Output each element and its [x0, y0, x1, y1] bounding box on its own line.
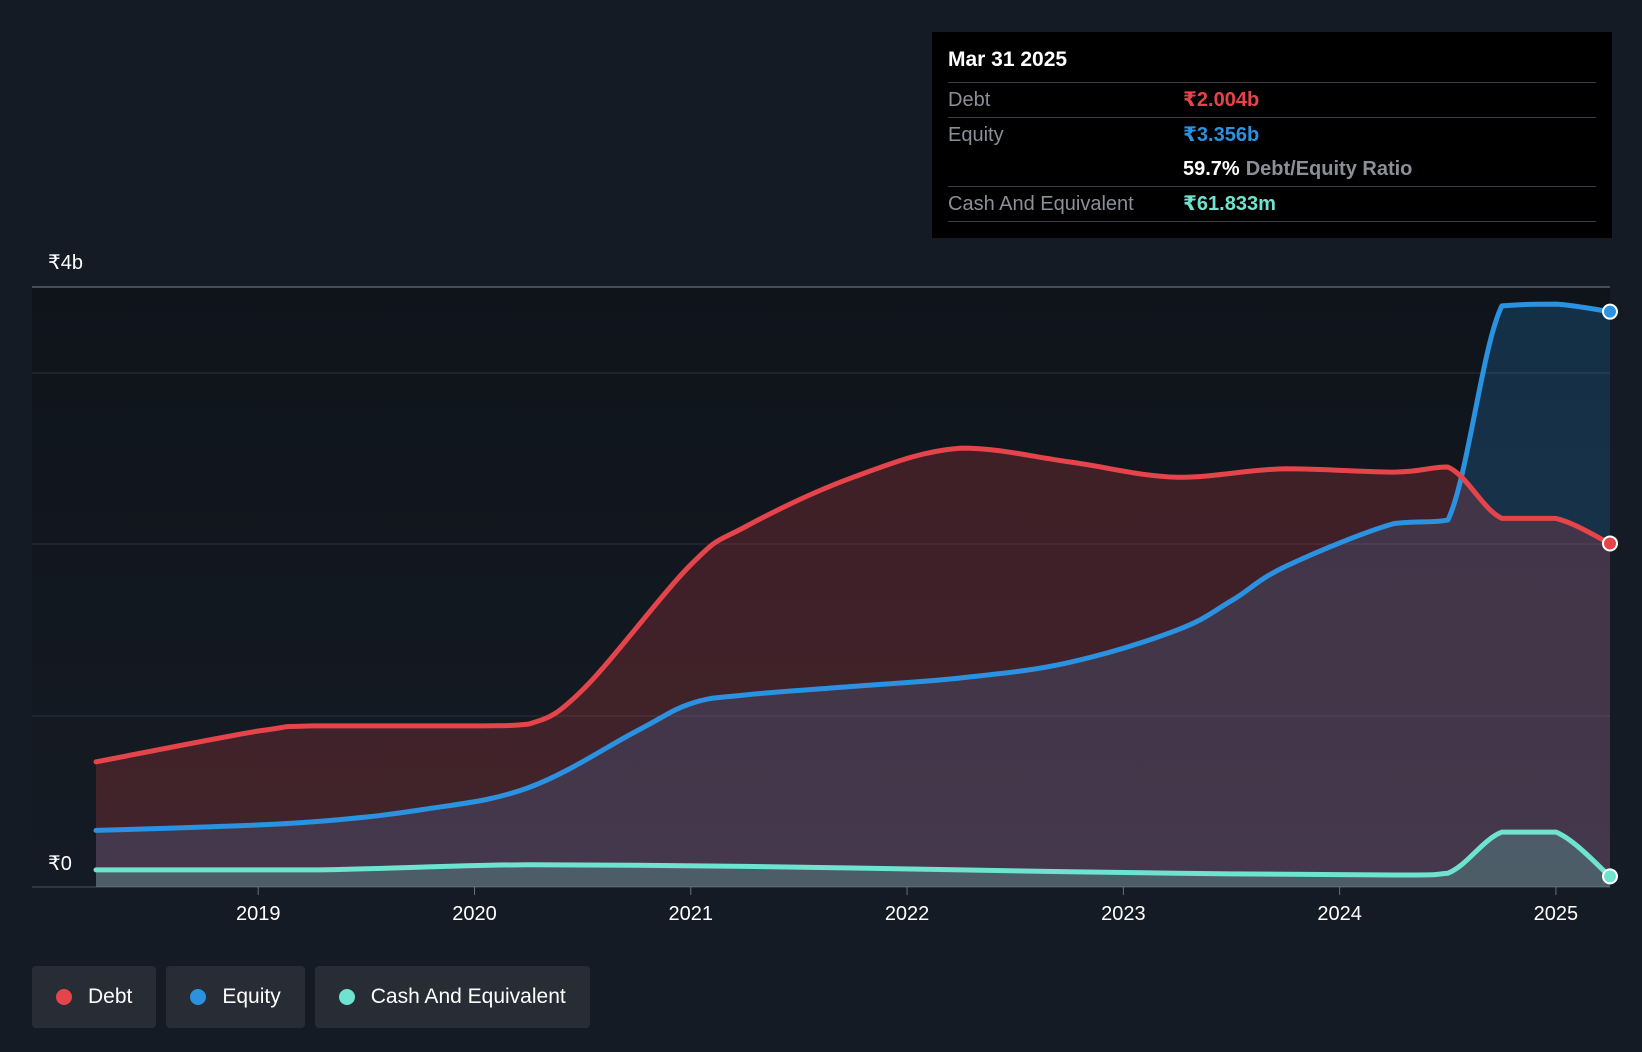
- cash-dot-icon: [338, 989, 355, 1005]
- tooltip-ratio-row: 59.7% Debt/Equity Ratio: [948, 152, 1596, 187]
- debt-dot-icon: [56, 989, 72, 1005]
- line-cash-and-equivalent: [93, 829, 1613, 879]
- legend-label-cash: Cash And Equivalent: [370, 985, 566, 1008]
- end-markers: [1602, 303, 1618, 885]
- marker-equity: [1602, 303, 1618, 320]
- tooltip-cash-value: ₹61.833m: [1183, 193, 1276, 215]
- series-areas: [96, 304, 1610, 888]
- legend-item-equity[interactable]: Equity: [166, 966, 305, 1028]
- tooltip-panel: Mar 31 2025 Debt ₹2.004b Equity ₹3.356b …: [932, 32, 1612, 238]
- x-tick-label: 2019: [236, 903, 281, 925]
- plot-background: [32, 287, 1610, 887]
- legend-item-debt[interactable]: Debt: [32, 966, 157, 1028]
- series-lines: [93, 301, 1613, 879]
- tooltip-debt-value: ₹2.004b: [1183, 89, 1260, 111]
- tooltip-date: Mar 31 2025: [948, 46, 1596, 83]
- tooltip-cash-label: Cash And Equivalent: [948, 193, 1134, 215]
- legend: Debt Equity Cash And Equivalent: [32, 966, 590, 1028]
- marker-debt: [1602, 535, 1618, 552]
- x-tick-label: 2022: [885, 903, 930, 925]
- legend-label-debt: Debt: [88, 985, 133, 1008]
- marker-cash-and-equivalent: [1602, 868, 1618, 885]
- tooltip-debt-row: Debt ₹2.004b: [948, 83, 1596, 118]
- y-axis-bottom-label: ₹0: [48, 853, 72, 875]
- gridlines: [32, 286, 1610, 888]
- tooltip-ratio-label: Debt/Equity Ratio: [1245, 158, 1413, 180]
- tooltip-equity-label: Equity: [948, 124, 1004, 146]
- x-tick-label: 2020: [452, 903, 497, 925]
- tooltip-cash-row: Cash And Equivalent ₹61.833m: [948, 187, 1596, 222]
- line-debt: [93, 445, 1613, 765]
- equity-dot-icon: [190, 989, 207, 1005]
- line-equity: [93, 301, 1613, 833]
- legend-label-equity: Equity: [222, 985, 281, 1008]
- area-debt: [96, 448, 1610, 887]
- x-tick-label: 2021: [669, 903, 714, 925]
- y-axis-top-label: ₹4b: [48, 252, 83, 274]
- tooltip-ratio-value: 59.7%: [1183, 158, 1240, 180]
- x-tick-label: 2023: [1101, 903, 1146, 925]
- area-cash-and-equivalent: [96, 832, 1610, 887]
- x-axis-ticks: 2019 2020 2021 2022 2023 2024 2025: [236, 887, 1578, 925]
- legend-item-cash[interactable]: Cash And Equivalent: [314, 966, 590, 1028]
- x-tick-label: 2024: [1317, 903, 1362, 925]
- tooltip-equity-value: ₹3.356b: [1183, 124, 1260, 146]
- tooltip-debt-label: Debt: [948, 89, 991, 111]
- tooltip-equity-row: Equity ₹3.356b: [948, 118, 1596, 152]
- area-equity: [96, 304, 1610, 888]
- x-tick-label: 2025: [1534, 903, 1579, 925]
